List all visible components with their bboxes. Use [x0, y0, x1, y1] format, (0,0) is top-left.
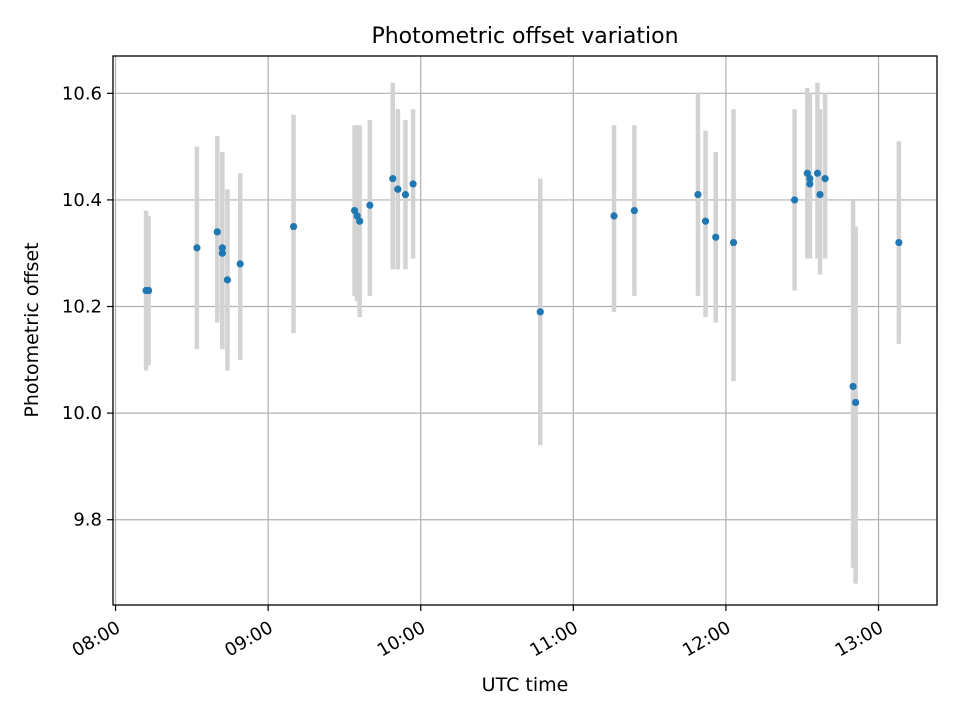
data-point	[816, 190, 824, 199]
data-point	[389, 174, 397, 183]
y-axis-label: Photometric offset	[21, 242, 43, 417]
data-point	[351, 206, 359, 215]
y-tick-label: 10.4	[62, 190, 102, 211]
x-axis-label: UTC time	[482, 674, 569, 696]
data-point	[729, 238, 738, 247]
data-point	[849, 382, 857, 391]
data-point	[852, 398, 860, 407]
y-tick-label: 10.6	[62, 83, 102, 104]
data-point	[366, 201, 374, 209]
data-point	[536, 308, 544, 316]
data-point	[356, 217, 364, 225]
data-point	[803, 169, 811, 177]
data-point	[813, 169, 822, 177]
data-point	[236, 260, 244, 268]
data-point	[401, 190, 410, 199]
data-point	[712, 233, 720, 241]
y-tick-label: 9.8	[73, 510, 102, 531]
data-point	[289, 222, 298, 231]
data-point	[409, 180, 417, 188]
data-points	[142, 169, 903, 407]
data-point	[694, 190, 702, 199]
grid	[113, 56, 937, 605]
data-point	[353, 212, 361, 220]
data-point	[213, 228, 221, 236]
data-point	[895, 238, 903, 247]
data-point	[630, 206, 638, 215]
data-point	[218, 244, 226, 252]
y-axis-ticks: 9.8 10.0 10.2 10.4 10.6	[62, 83, 113, 531]
data-point	[223, 276, 232, 284]
data-point	[394, 185, 402, 193]
y-tick-label: 10.0	[62, 403, 102, 424]
data-point	[821, 174, 829, 183]
data-point	[610, 212, 618, 220]
y-tick-label: 10.2	[62, 297, 102, 318]
data-point	[790, 196, 799, 204]
chart-title: Photometric offset variation	[371, 24, 678, 49]
plot-area-frame	[112, 55, 938, 606]
data-point	[806, 180, 814, 188]
data-point	[701, 217, 710, 225]
data-point	[218, 249, 226, 257]
data-point	[145, 286, 153, 295]
data-point	[806, 174, 814, 183]
data-point	[193, 244, 201, 252]
